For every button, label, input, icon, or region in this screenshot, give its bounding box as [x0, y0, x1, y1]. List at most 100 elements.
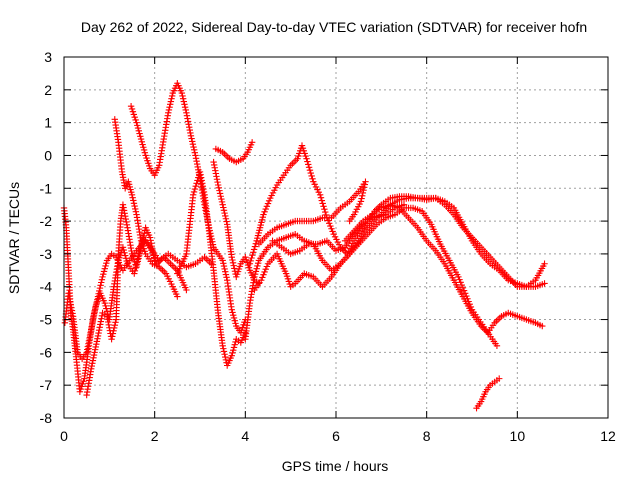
- data-point: [317, 194, 325, 201]
- data-point: [130, 200, 138, 207]
- data-point: [131, 202, 138, 210]
- data-point: [93, 340, 100, 348]
- series-arc-12: [255, 178, 369, 248]
- data-point: [251, 273, 258, 281]
- data-point: [218, 195, 225, 203]
- data-point: [265, 197, 273, 205]
- data-point: [91, 349, 98, 356]
- data-point: [109, 330, 117, 337]
- y-tick-label: -4: [40, 279, 53, 295]
- data-point: [135, 127, 142, 135]
- data-point: [165, 106, 173, 114]
- data-point: [131, 113, 138, 121]
- data-point: [308, 172, 315, 180]
- data-point: [210, 158, 217, 166]
- data-point: [135, 255, 142, 262]
- data-point: [230, 262, 237, 269]
- data-point: [186, 126, 193, 134]
- data-point: [231, 341, 238, 348]
- data-point: [111, 321, 119, 329]
- data-point: [69, 310, 76, 317]
- data-point: [222, 268, 229, 275]
- data-point: [121, 210, 128, 217]
- data-point: [249, 251, 256, 259]
- data-point: [541, 260, 548, 267]
- data-point: [306, 167, 314, 174]
- data-point: [134, 258, 142, 265]
- x-tick-label: 6: [332, 428, 340, 444]
- data-point: [251, 243, 259, 250]
- data-point: [360, 184, 368, 191]
- data-point: [131, 267, 139, 274]
- data-point: [148, 240, 155, 247]
- data-point: [190, 188, 198, 196]
- data-point: [329, 228, 336, 235]
- x-tick-label: 8: [423, 428, 431, 444]
- data-point: [109, 333, 116, 340]
- data-point: [191, 185, 199, 193]
- data-point: [183, 109, 190, 116]
- data-point: [98, 279, 105, 286]
- data-point: [252, 268, 260, 275]
- data-point: [67, 301, 74, 308]
- data-point: [97, 321, 104, 328]
- data-point: [184, 118, 192, 125]
- data-point: [200, 185, 207, 193]
- data-point: [181, 101, 188, 108]
- data-point: [167, 98, 175, 105]
- data-point: [168, 95, 175, 102]
- x-axis-label: GPS time / hours: [282, 458, 389, 474]
- data-point: [132, 205, 139, 213]
- data-point: [65, 292, 73, 300]
- data-point: [230, 346, 237, 354]
- data-point: [132, 208, 140, 215]
- data-point: [148, 242, 156, 250]
- data-point: [220, 345, 227, 352]
- data-point: [460, 287, 468, 294]
- data-point: [103, 313, 111, 320]
- data-point: [359, 189, 367, 197]
- data-point: [179, 95, 187, 102]
- data-point: [129, 108, 137, 115]
- data-point: [322, 208, 329, 216]
- x-tick-label: 10: [510, 428, 526, 444]
- y-tick-label: -1: [40, 180, 53, 196]
- data-point: [201, 201, 208, 208]
- data-point: [320, 203, 327, 210]
- data-point: [86, 331, 94, 339]
- y-tick-label: -6: [40, 344, 53, 360]
- data-point: [98, 315, 105, 322]
- data-point: [258, 276, 265, 284]
- data-point: [192, 155, 200, 162]
- data-point: [86, 334, 93, 342]
- data-point: [95, 329, 102, 337]
- series-arc-13: [269, 194, 548, 290]
- data-point: [166, 103, 173, 111]
- data-point: [68, 304, 75, 311]
- data-point: [264, 200, 272, 207]
- data-point: [134, 124, 142, 132]
- data-point: [130, 111, 138, 118]
- data-point: [127, 103, 135, 110]
- data-point: [362, 178, 369, 185]
- data-point: [129, 194, 136, 201]
- data-point: [123, 218, 130, 226]
- data-point: [359, 192, 366, 199]
- data-point: [186, 123, 193, 131]
- data-point: [462, 290, 469, 297]
- data-point: [321, 205, 328, 213]
- data-point: [220, 204, 227, 211]
- data-point: [198, 177, 205, 184]
- data-point: [147, 237, 154, 244]
- series-arc-14: [341, 201, 546, 336]
- data-point: [91, 306, 99, 313]
- data-point: [223, 274, 230, 281]
- data-point: [303, 155, 310, 162]
- data-point: [68, 307, 76, 314]
- x-tick-label: 2: [151, 428, 159, 444]
- data-point: [216, 187, 223, 194]
- data-point: [178, 89, 186, 97]
- data-point: [104, 315, 111, 323]
- data-point: [108, 336, 115, 343]
- series-arc-11: [251, 204, 501, 349]
